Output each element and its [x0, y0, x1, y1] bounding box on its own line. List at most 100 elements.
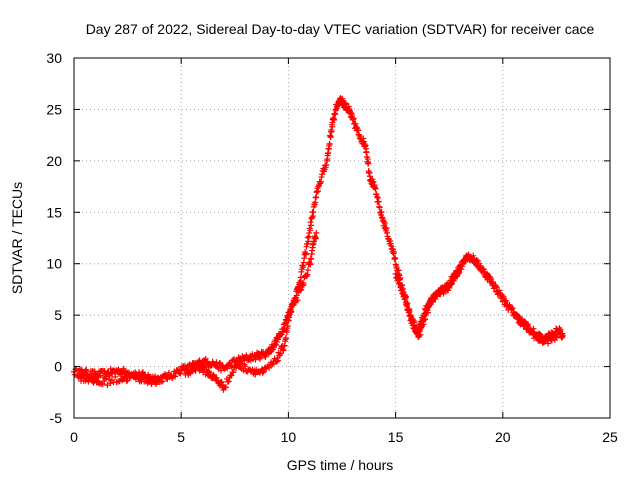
data-point — [304, 271, 311, 278]
data-point — [404, 300, 411, 307]
data-point — [112, 373, 119, 380]
data-point — [259, 369, 266, 376]
data-point — [376, 204, 383, 211]
data-point — [424, 307, 431, 314]
x-tick-label: 25 — [602, 429, 618, 445]
data-point — [205, 368, 212, 375]
y-tick-label: 30 — [46, 50, 62, 66]
data-point — [392, 271, 399, 277]
data-point — [328, 128, 335, 135]
data-point — [441, 288, 448, 295]
data-point — [159, 378, 166, 385]
data-point — [411, 319, 418, 326]
data-point — [225, 378, 232, 385]
data-point — [228, 372, 235, 379]
data-point — [396, 280, 403, 287]
data-point — [242, 363, 249, 370]
data-point — [307, 227, 314, 234]
data-point — [273, 358, 280, 365]
grid-lines — [74, 58, 610, 418]
data-point — [146, 377, 153, 384]
data-point — [395, 276, 402, 283]
data-point — [509, 305, 516, 312]
data-point — [222, 384, 229, 391]
data-point — [382, 220, 389, 227]
data-point — [165, 369, 172, 376]
data-point — [317, 178, 324, 185]
data-point — [392, 255, 399, 262]
data-point — [553, 334, 560, 341]
data-point — [396, 277, 403, 284]
data-point — [230, 369, 237, 376]
data-point — [327, 134, 334, 141]
data-point — [213, 374, 220, 381]
data-point — [252, 356, 259, 363]
data-point — [308, 256, 315, 263]
y-tick-label: 25 — [46, 101, 62, 117]
data-point — [454, 267, 461, 274]
data-point — [544, 340, 551, 347]
data-point — [156, 379, 163, 385]
data-point — [399, 286, 406, 293]
x-tick-label: 0 — [70, 429, 78, 445]
data-point — [437, 290, 444, 297]
data-point — [218, 367, 225, 374]
plot-frame — [73, 57, 611, 419]
data-point — [105, 376, 112, 383]
data-point — [473, 257, 480, 264]
data-point — [305, 267, 312, 274]
data-point — [429, 299, 436, 306]
data-point — [142, 373, 149, 380]
data-point — [323, 162, 330, 169]
data-point — [470, 252, 477, 259]
y-tick-label: 0 — [54, 359, 62, 375]
x-tick-label: 15 — [388, 429, 404, 445]
y-tick-label: 5 — [54, 307, 62, 323]
data-point — [307, 261, 314, 268]
y-tick-label: 20 — [46, 153, 62, 169]
data-point — [77, 366, 84, 373]
data-point — [456, 263, 463, 270]
data-point — [524, 321, 531, 328]
data-point — [280, 347, 287, 354]
data-point — [172, 373, 179, 380]
data-point — [274, 357, 281, 364]
data-point — [373, 193, 380, 200]
data-point — [537, 332, 544, 339]
data-point — [431, 293, 438, 300]
data-point — [446, 281, 453, 288]
y-tick-label: 10 — [46, 256, 62, 272]
data-point — [150, 376, 157, 383]
data-point — [339, 95, 346, 102]
data-point — [92, 375, 99, 382]
data-point — [537, 331, 544, 338]
data-point — [102, 375, 109, 382]
y-tick-label: -5 — [50, 410, 63, 426]
y-tick-label: 15 — [46, 204, 62, 220]
data-point — [234, 359, 241, 366]
data-point — [294, 297, 301, 304]
data-point — [496, 287, 503, 294]
data-point — [559, 332, 566, 339]
data-point — [297, 287, 304, 294]
data-point — [177, 370, 184, 377]
data-point — [93, 374, 100, 381]
data-point — [104, 382, 111, 389]
data-point — [406, 305, 413, 312]
data-point — [99, 381, 106, 388]
data-point — [273, 341, 280, 348]
axis-ticks — [73, 57, 611, 419]
x-axis-label: GPS time / hours — [287, 457, 394, 473]
data-point — [418, 322, 425, 329]
data-point — [266, 364, 273, 371]
data-point — [268, 361, 275, 368]
data-point — [83, 366, 90, 373]
data-point — [287, 307, 294, 313]
data-point — [134, 372, 141, 379]
data-point — [378, 208, 385, 215]
data-point — [480, 266, 487, 273]
data-point — [224, 365, 231, 372]
data-point — [502, 298, 509, 305]
data-point — [298, 286, 305, 293]
